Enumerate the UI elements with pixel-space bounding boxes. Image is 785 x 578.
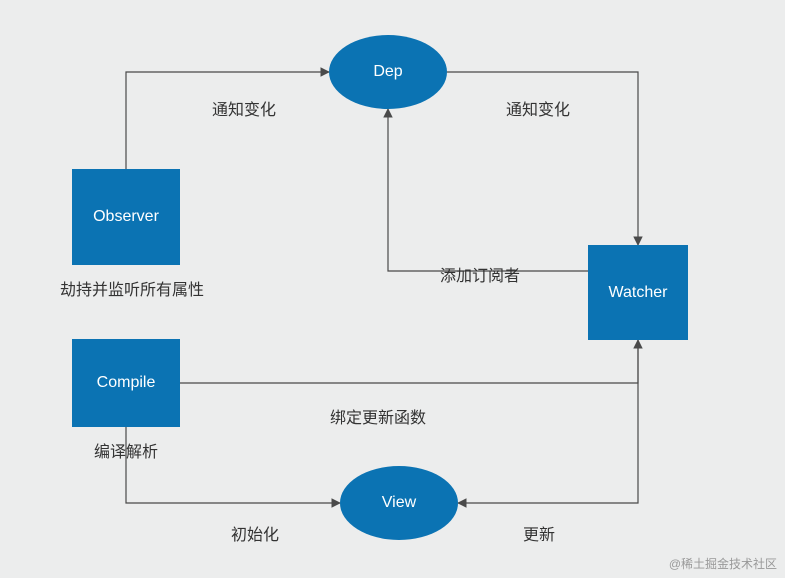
edge-compile-watcher xyxy=(180,340,638,383)
edge-label-observer-dep: 通知变化 xyxy=(212,96,276,120)
edge-label-watcher-dep: 添加订阅者 xyxy=(440,262,520,286)
node-view-label: View xyxy=(382,494,416,512)
node-dep: Dep xyxy=(329,35,447,109)
node-compile: Compile xyxy=(72,339,180,427)
edge-label-dep-watcher: 通知变化 xyxy=(506,96,570,120)
node-watcher-label: Watcher xyxy=(609,284,668,302)
edge-compile-view xyxy=(126,426,340,503)
node-watcher: Watcher xyxy=(588,245,688,340)
edge-label-watcher-view: 更新 xyxy=(523,521,555,545)
edge-observer-dep xyxy=(126,72,329,169)
edge-watcher-dep xyxy=(388,109,588,271)
node-compile-label: Compile xyxy=(97,374,156,392)
node-dep-label: Dep xyxy=(373,63,402,81)
edge-label-compile-watcher: 绑定更新函数 xyxy=(330,404,426,428)
annotation-compile_caption: 编译解析 xyxy=(94,438,158,462)
node-view: View xyxy=(340,466,458,540)
node-observer: Observer xyxy=(72,169,180,265)
edge-watcher-view xyxy=(458,340,638,503)
edge-label-compile-view: 初始化 xyxy=(231,521,279,545)
watermark: @稀土掘金技术社区 xyxy=(669,555,777,572)
annotation-observer_caption: 劫持并监听所有属性 xyxy=(60,276,204,300)
node-observer-label: Observer xyxy=(93,208,159,226)
